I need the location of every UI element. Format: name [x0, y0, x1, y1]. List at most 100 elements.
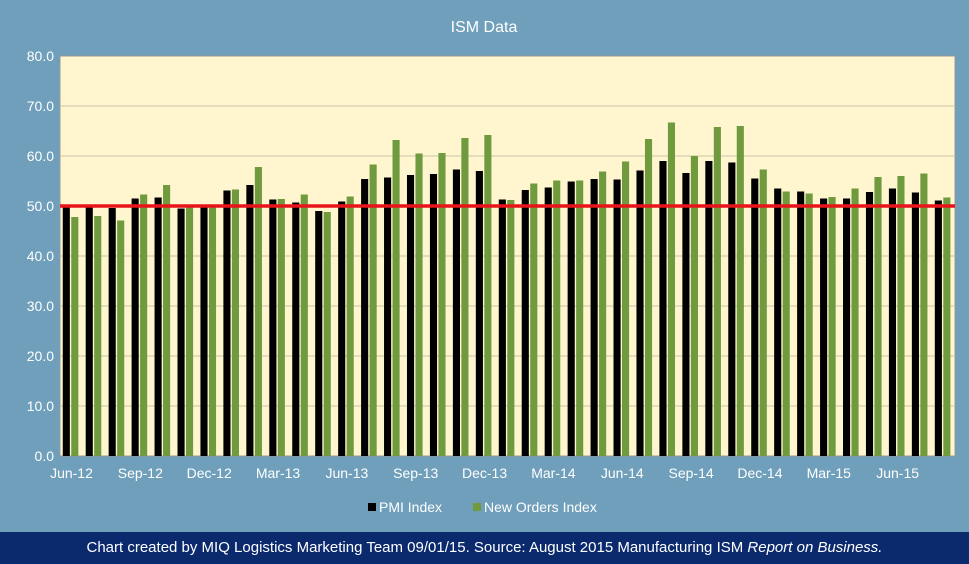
bar-new-orders: [644, 139, 653, 456]
y-tick-label: 40.0: [27, 248, 54, 264]
x-axis-tick-labels: Jun-12 Sep-12 Dec-12 Mar-13 Jun-13 Sep-13 Dec-…: [50, 465, 919, 481]
bar-new-orders: [805, 193, 813, 456]
bar-new-orders: [323, 212, 331, 456]
bar-pmi: [223, 190, 231, 456]
x-tick-label: Dec-12: [187, 465, 232, 481]
bar-pmi: [843, 198, 851, 456]
bar-new-orders: [713, 127, 721, 456]
bar-new-orders: [874, 177, 882, 456]
bar-new-orders: [392, 140, 400, 456]
x-tick-label: Mar-13: [256, 465, 301, 481]
bar-new-orders: [140, 194, 148, 456]
bar-new-orders: [736, 126, 744, 456]
bar-new-orders: [507, 200, 515, 456]
bar-new-orders: [71, 217, 79, 456]
bar-new-orders: [782, 191, 790, 456]
x-tick-label: Dec-13: [462, 465, 507, 481]
y-tick-label: 60.0: [27, 148, 54, 164]
x-tick-label: Dec-14: [737, 465, 782, 481]
bar-new-orders: [897, 176, 905, 456]
bar-new-orders: [553, 180, 561, 456]
legend-swatch: [368, 503, 376, 511]
bar-pmi: [590, 179, 598, 456]
bar-new-orders: [484, 135, 492, 456]
x-tick-label: Jun-15: [876, 465, 919, 481]
y-tick-label: 0.0: [35, 448, 55, 464]
legend-swatch: [473, 503, 481, 511]
bar-pmi: [934, 200, 942, 456]
bar-pmi: [200, 205, 208, 456]
bar-pmi: [154, 197, 162, 456]
y-tick-label: 70.0: [27, 98, 54, 114]
bar-new-orders: [828, 197, 836, 456]
bar-new-orders: [163, 185, 171, 456]
bar-pmi: [246, 185, 254, 456]
bar-new-orders: [300, 194, 308, 456]
bar-new-orders: [576, 180, 584, 456]
bar-new-orders: [254, 167, 262, 456]
bar-pmi: [774, 188, 782, 456]
footer-caption: Chart created by MIQ Logistics Marketing…: [0, 532, 969, 564]
bar-pmi: [682, 173, 690, 456]
bar-new-orders: [690, 156, 698, 456]
bar-pmi: [797, 191, 805, 456]
legend-label: PMI Index: [379, 499, 442, 515]
bar-pmi: [131, 198, 139, 456]
bar-new-orders: [117, 220, 125, 456]
y-tick-label: 50.0: [27, 198, 54, 214]
x-tick-label: Sep-12: [118, 465, 163, 481]
bar-pmi: [315, 211, 323, 456]
bar-pmi: [269, 199, 277, 456]
bar-pmi: [567, 181, 575, 456]
bar-pmi: [636, 170, 644, 456]
x-tick-label: Mar-15: [807, 465, 852, 481]
bar-new-orders: [208, 206, 217, 456]
bars: [62, 122, 951, 456]
bar-pmi: [705, 161, 713, 456]
y-axis-tick-labels: 0.0 10.0 20.0 30.0 40.0 50.0 60.0 70.0 80.0: [27, 48, 54, 464]
bar-pmi: [177, 208, 185, 456]
footer-caption-main: Chart created by MIQ Logistics Marketing…: [86, 539, 748, 556]
bar-new-orders: [667, 122, 676, 456]
bar-new-orders: [920, 173, 928, 456]
y-tick-label: 10.0: [27, 398, 54, 414]
chart: ISM Data 0.0 10.0 20.0 30.0 40.0 50.0 60.0 70.0…: [26, 19, 956, 515]
chart-title: ISM Data: [451, 19, 518, 36]
bar-pmi: [498, 199, 506, 456]
bar-new-orders: [851, 188, 859, 456]
x-tick-label: Jun-13: [325, 465, 368, 481]
y-tick-label: 20.0: [27, 348, 54, 364]
bar-pmi: [820, 198, 828, 456]
bar-pmi: [429, 174, 438, 456]
bar-pmi: [911, 192, 919, 456]
bar-pmi: [659, 161, 667, 456]
bar-new-orders: [943, 197, 951, 456]
bar-pmi: [521, 190, 529, 456]
bar-pmi: [613, 179, 621, 456]
bar-pmi: [108, 208, 116, 456]
x-tick-label: Mar-14: [531, 465, 576, 481]
y-tick-label: 80.0: [27, 48, 54, 64]
bar-pmi: [888, 188, 897, 456]
bar-new-orders: [94, 216, 102, 456]
legend: PMI Index New Orders Index: [368, 499, 597, 515]
bar-pmi: [292, 202, 300, 456]
bar-pmi: [475, 171, 483, 456]
bar-pmi: [384, 177, 392, 456]
bar-new-orders: [530, 183, 538, 456]
bar-new-orders: [346, 196, 354, 456]
x-tick-label: Sep-14: [669, 465, 714, 481]
footer-caption-italic: Report on Business.: [747, 539, 883, 556]
bar-pmi: [85, 207, 93, 456]
bar-pmi: [62, 207, 70, 456]
bar-pmi: [338, 201, 346, 456]
bar-new-orders: [277, 199, 285, 456]
bar-pmi: [452, 169, 460, 456]
bar-new-orders: [759, 169, 767, 456]
x-tick-label: Jun-12: [50, 465, 93, 481]
bar-new-orders: [599, 171, 607, 456]
bar-new-orders: [622, 161, 630, 456]
x-tick-label: Jun-14: [601, 465, 644, 481]
bar-new-orders: [415, 153, 423, 456]
bar-pmi: [406, 175, 415, 456]
